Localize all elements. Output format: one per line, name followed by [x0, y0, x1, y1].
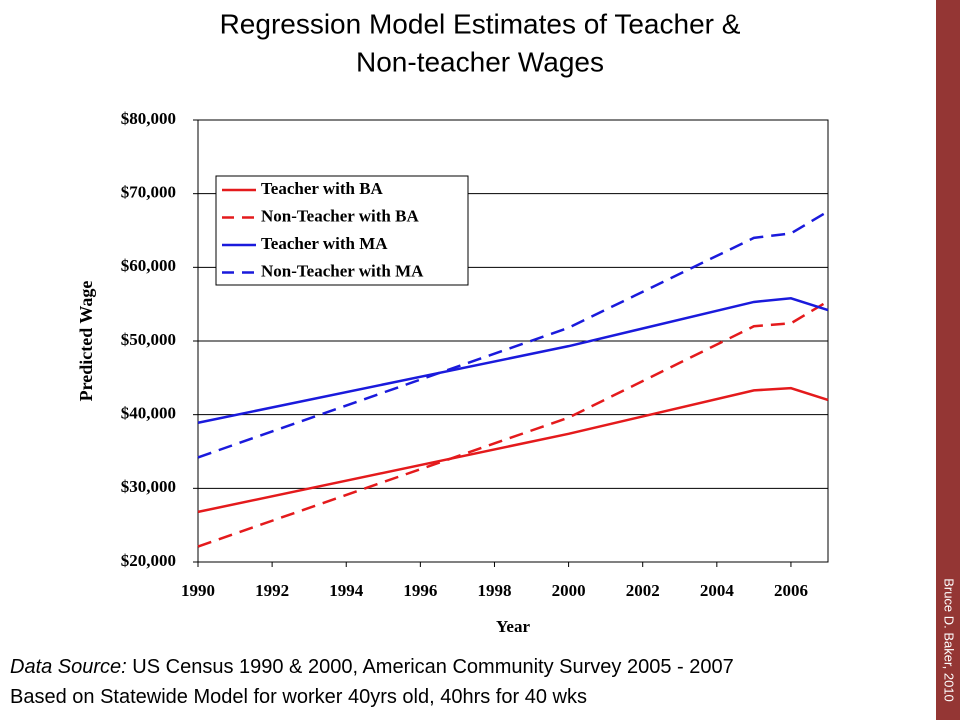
y-tick-label: $60,000 — [121, 256, 176, 275]
y-tick-label: $80,000 — [121, 109, 176, 128]
legend-label: Teacher with MA — [261, 234, 388, 253]
y-axis-label: Predicted Wage — [76, 281, 96, 402]
legend-label: Non-Teacher with BA — [261, 206, 419, 225]
chart-title: Regression Model Estimates of Teacher & — [220, 8, 741, 39]
legend-label: Teacher with BA — [261, 179, 384, 198]
chart-title: Non-teacher Wages — [356, 46, 604, 77]
footnote: Data Source: US Census 1990 & 2000, Amer… — [10, 656, 734, 679]
side-bar — [936, 0, 960, 720]
y-tick-label: $50,000 — [121, 330, 176, 349]
x-tick-label: 1990 — [181, 581, 215, 600]
y-tick-label: $40,000 — [121, 404, 176, 423]
series-line — [197, 300, 829, 548]
x-tick-label: 2000 — [552, 581, 586, 600]
y-tick-label: $70,000 — [121, 183, 176, 202]
series-line — [197, 297, 829, 424]
y-tick-label: $20,000 — [121, 551, 176, 570]
x-tick-label: 1998 — [477, 581, 511, 600]
legend-label: Non-Teacher with MA — [261, 261, 424, 280]
x-tick-label: 2006 — [774, 581, 808, 600]
x-tick-label: 2004 — [700, 581, 735, 600]
source-text: US Census 1990 & 2000, American Communit… — [132, 656, 734, 678]
side-label: Bruce D. Baker, 2010 — [942, 578, 957, 702]
x-axis-label: Year — [496, 617, 530, 636]
x-tick-label: 2002 — [626, 581, 660, 600]
x-tick-label: 1994 — [329, 581, 364, 600]
x-tick-label: 1992 — [255, 581, 289, 600]
series-line — [197, 386, 829, 514]
source-label: Data Source: — [10, 656, 127, 678]
y-tick-label: $30,000 — [121, 477, 176, 496]
series-line — [197, 210, 829, 459]
footnote: Based on Statewide Model for worker 40yr… — [10, 686, 587, 708]
legend-box — [215, 175, 469, 286]
x-tick-label: 1996 — [403, 581, 437, 600]
